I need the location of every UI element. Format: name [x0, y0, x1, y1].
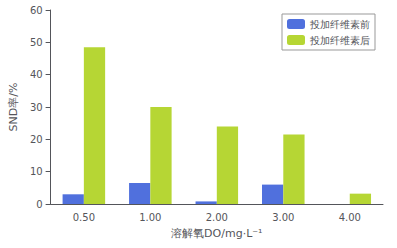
svg-text:1.00: 1.00: [139, 212, 161, 223]
svg-text:40: 40: [30, 69, 43, 80]
svg-text:溶解氧DO/mg·L⁻¹: 溶解氧DO/mg·L⁻¹: [171, 227, 262, 240]
svg-text:10: 10: [30, 166, 43, 177]
svg-text:60: 60: [30, 5, 43, 16]
svg-text:0: 0: [36, 199, 42, 210]
svg-text:20: 20: [30, 134, 43, 145]
svg-text:2.00: 2.00: [206, 212, 228, 223]
svg-text:0.50: 0.50: [73, 212, 95, 223]
svg-text:SND率/%: SND率/%: [7, 83, 20, 132]
svg-text:50: 50: [30, 37, 43, 48]
svg-text:4.00: 4.00: [339, 212, 361, 223]
svg-text:30: 30: [30, 102, 43, 113]
svg-text:3.00: 3.00: [272, 212, 294, 223]
svg-text:投加纤维素后: 投加纤维素后: [309, 35, 370, 46]
svg-text:投加纤维素前: 投加纤维素前: [309, 19, 370, 30]
